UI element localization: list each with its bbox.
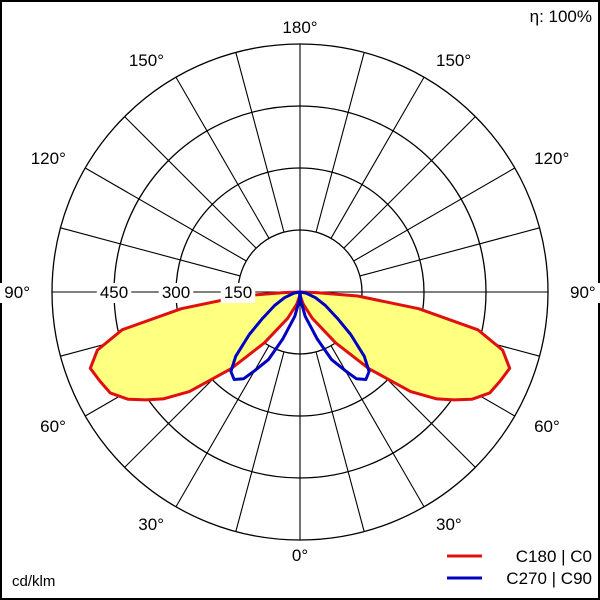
angle-label-left-60: 60° [40,417,66,436]
series-fill-left [300,292,510,400]
radial-tick-150: 150 [224,283,252,302]
angle-label-right-150: 150° [436,51,471,70]
grid-spoke [124,116,257,249]
grid-spoke [353,167,516,262]
angle-label-right-120: 120° [534,149,569,168]
grid-spoke [235,351,285,532]
legend: C180 | C0 C270 | C90 [447,547,592,588]
angle-label-right-30: 30° [436,515,462,534]
angle-label-left-90-bg [0,283,30,303]
angle-label-left-90: 90° [4,283,30,302]
grid-spoke [84,167,247,262]
angle-label-left-150: 150° [129,51,164,70]
radial-tick-300-bg [158,283,194,303]
grid-spoke [330,76,425,239]
radial-tick-450-bg [96,283,132,303]
radial-tick-300: 300 [162,283,190,302]
series-fill-right [90,292,300,400]
grid-spoke [235,52,285,233]
grid-spoke [315,351,365,532]
angle-label-180: 180° [282,18,317,37]
grid-spoke [175,76,270,239]
grid-spoke [315,52,365,233]
axis-labels: 150 300 450 0° 180° 30° 30° 60° 60° 90° 90° 120° 120… [0,18,600,565]
series-line-left [298,290,371,381]
angle-label-right-90-bg [570,283,600,303]
angle-label-right-90: 90° [570,283,596,302]
radial-tick-450: 450 [100,283,128,302]
grid-spoke [359,227,540,277]
grid-spoke [60,227,241,277]
legend-label-1: C270 | C90 [506,569,592,588]
series-line-right [229,290,302,381]
grid-spoke [343,116,476,249]
angle-label-right-60: 60° [534,417,560,436]
data-layer [88,290,512,402]
radial-tick-150-bg [220,283,256,303]
series-line-left [298,290,512,402]
angle-label-left-30: 30° [138,515,164,534]
angle-label-0: 0° [292,546,308,565]
unit-label: cd/klm [12,573,55,590]
angle-label-left-120: 120° [31,149,66,168]
legend-label-0: C180 | C0 [516,547,592,566]
series-line-right [88,290,302,402]
efficiency-label: η: 100% [530,7,592,26]
